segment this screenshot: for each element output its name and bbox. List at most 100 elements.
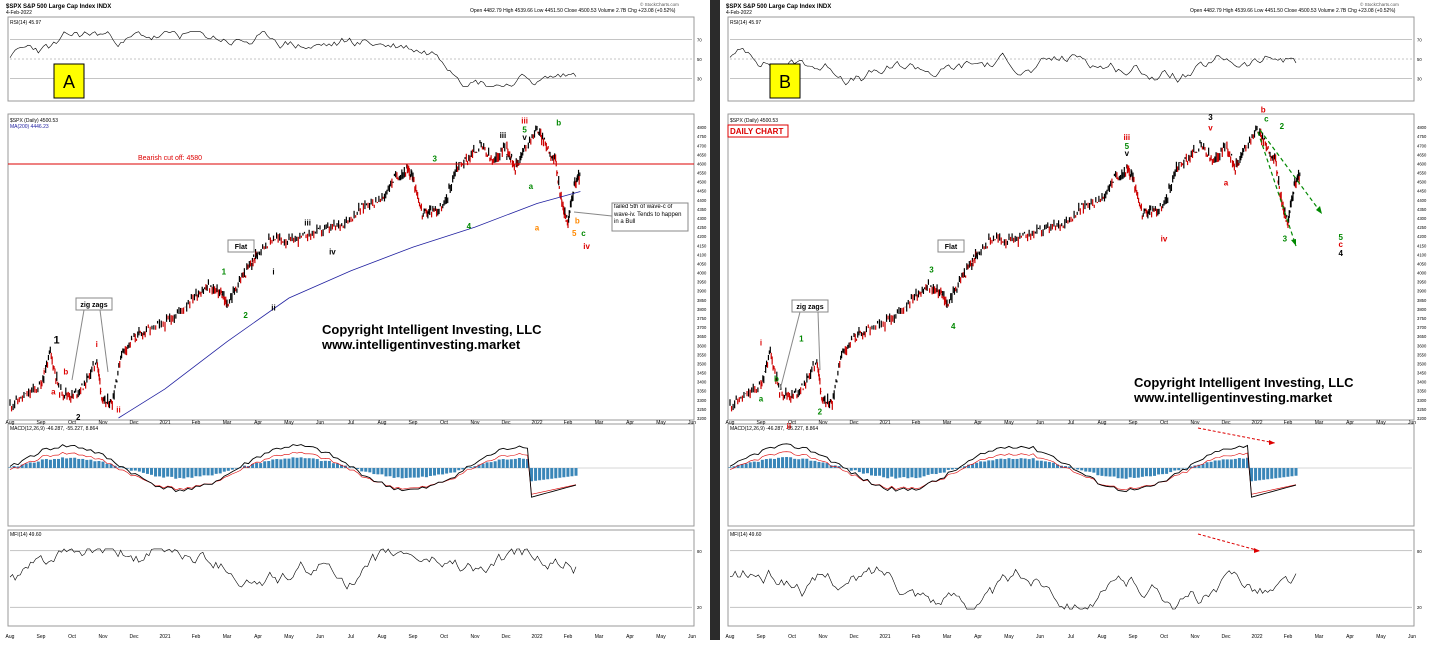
- x-tick-label: Aug: [378, 634, 387, 640]
- x-tick-label: Apr: [974, 420, 982, 426]
- macd-histogram-bar: [372, 468, 375, 474]
- y-tick-label: 4000: [697, 271, 707, 276]
- macd-histogram-bar: [898, 468, 901, 478]
- macd-histogram-bar: [490, 462, 493, 468]
- macd-histogram-bar: [29, 462, 32, 468]
- macd-histogram-bar: [983, 462, 986, 468]
- wave-label: 1: [222, 267, 227, 276]
- y-tick-label: 3550: [1417, 352, 1427, 357]
- macd-histogram-bar: [830, 465, 833, 468]
- x-tick-label: Mar: [223, 634, 232, 640]
- macd-histogram-bar: [894, 468, 897, 479]
- macd-histogram-bar: [765, 459, 768, 468]
- zigzag-label: zig zags: [80, 302, 107, 309]
- macd-histogram-bar: [457, 468, 460, 470]
- macd-histogram-bar: [850, 468, 853, 471]
- macd-histogram-bar: [308, 458, 311, 468]
- macd-histogram-bar: [995, 459, 998, 468]
- x-tick-label: Oct: [440, 634, 448, 640]
- wave-label: a: [1224, 178, 1229, 187]
- y-tick-label: 3400: [697, 380, 707, 385]
- macd-histogram-bar: [211, 468, 214, 475]
- wave-label: 2: [76, 413, 81, 422]
- x-tick-label: Aug: [6, 634, 15, 640]
- macd-histogram-bar: [1214, 461, 1217, 468]
- y-tick-label: 4650: [697, 152, 707, 157]
- wave-label: 4: [951, 322, 956, 331]
- wave-label: v: [522, 133, 527, 142]
- x-tick-label: Dec: [502, 420, 511, 426]
- y-tick-label: 3250: [1417, 407, 1427, 412]
- macd-label: MACD(12,26,9) -46.287, -55.227, 8.864: [730, 426, 818, 432]
- y-tick-label: 3800: [1417, 307, 1427, 312]
- macd-histogram-bar: [1173, 468, 1176, 471]
- y-tick-label: 3950: [697, 280, 707, 285]
- macd-histogram-bar: [554, 468, 557, 478]
- x-tick-label: Aug: [1098, 634, 1107, 640]
- macd-histogram-bar: [364, 468, 367, 472]
- x-tick-label: Feb: [564, 420, 573, 426]
- y-tick-label: 3600: [697, 343, 707, 348]
- macd-histogram-bar: [37, 462, 40, 468]
- macd-histogram-bar: [1113, 468, 1116, 477]
- y-tick-label: 4650: [1417, 152, 1427, 157]
- macd-histogram-bar: [275, 459, 278, 468]
- y-tick-label: 4050: [1417, 261, 1427, 266]
- x-tick-label: May: [1376, 634, 1386, 640]
- macd-histogram-bar: [154, 468, 157, 477]
- macd-histogram-bar: [1125, 468, 1128, 479]
- macd-histogram-bar: [429, 468, 432, 476]
- y-tick-label: 4200: [1417, 234, 1427, 239]
- x-tick-label: Dec: [502, 634, 511, 640]
- cutoff-label: Bearish cut off: 4580: [138, 155, 202, 162]
- wave-label: 1: [799, 335, 804, 344]
- wave-label: 1: [53, 334, 59, 346]
- x-tick-label: Dec: [1222, 634, 1231, 640]
- wave-label: iii: [304, 218, 311, 227]
- x-tick-label: Apr: [254, 634, 262, 640]
- x-tick-label: Oct: [1160, 634, 1168, 640]
- macd-histogram-bar: [1157, 468, 1160, 474]
- wave-label: b: [1261, 106, 1266, 115]
- macd-histogram-bar: [1129, 468, 1132, 477]
- macd-histogram-bar: [1088, 468, 1091, 472]
- y-tick-label: 4250: [1417, 225, 1427, 230]
- macd-histogram-bar: [1153, 468, 1156, 476]
- wave-label: iii: [521, 116, 528, 125]
- macd-histogram-bar: [745, 464, 748, 468]
- macd-histogram-bar: [138, 468, 141, 472]
- x-tick-label: Aug: [726, 634, 735, 640]
- macd-histogram-bar: [89, 460, 92, 468]
- macd-histogram-bar: [870, 468, 873, 475]
- macd-histogram-bar: [801, 459, 804, 468]
- wave-label: c: [581, 229, 586, 238]
- x-tick-label: Dec: [850, 420, 859, 426]
- y-tick-label: 4150: [1417, 243, 1427, 248]
- x-tick-label: Feb: [1284, 634, 1293, 640]
- y-tick-label: 3850: [1417, 298, 1427, 303]
- macd-histogram-bar: [405, 468, 408, 478]
- macd-histogram-bar: [534, 468, 537, 481]
- panel-divider: [710, 0, 720, 640]
- x-tick-label: Mar: [595, 634, 604, 640]
- macd-histogram-bar: [878, 468, 881, 476]
- macd-histogram-bar: [927, 468, 930, 475]
- macd-histogram-bar: [271, 459, 274, 468]
- x-tick-label: Jun: [688, 420, 696, 426]
- macd-histogram-bar: [813, 461, 816, 468]
- y-tick-label: 4050: [697, 261, 707, 266]
- macd-histogram-bar: [486, 462, 489, 468]
- macd-histogram-bar: [1109, 468, 1112, 477]
- copyright-line1: Copyright Intelligent Investing, LLC: [1134, 375, 1354, 390]
- y-tick-label: 4100: [697, 252, 707, 257]
- macd-histogram-bar: [975, 463, 978, 468]
- macd-histogram-bar: [753, 462, 756, 468]
- macd-histogram-bar: [101, 462, 104, 468]
- macd-histogram-bar: [61, 457, 64, 468]
- x-tick-label: Nov: [99, 420, 108, 426]
- macd-histogram-bar: [223, 468, 226, 472]
- macd-histogram-bar: [421, 468, 424, 477]
- chart-a-svg: $SPX S&P 500 Large Cap Index INDX 4-Feb-…: [0, 0, 710, 640]
- wave-label: 3: [929, 266, 934, 275]
- macd-histogram-bar: [789, 457, 792, 468]
